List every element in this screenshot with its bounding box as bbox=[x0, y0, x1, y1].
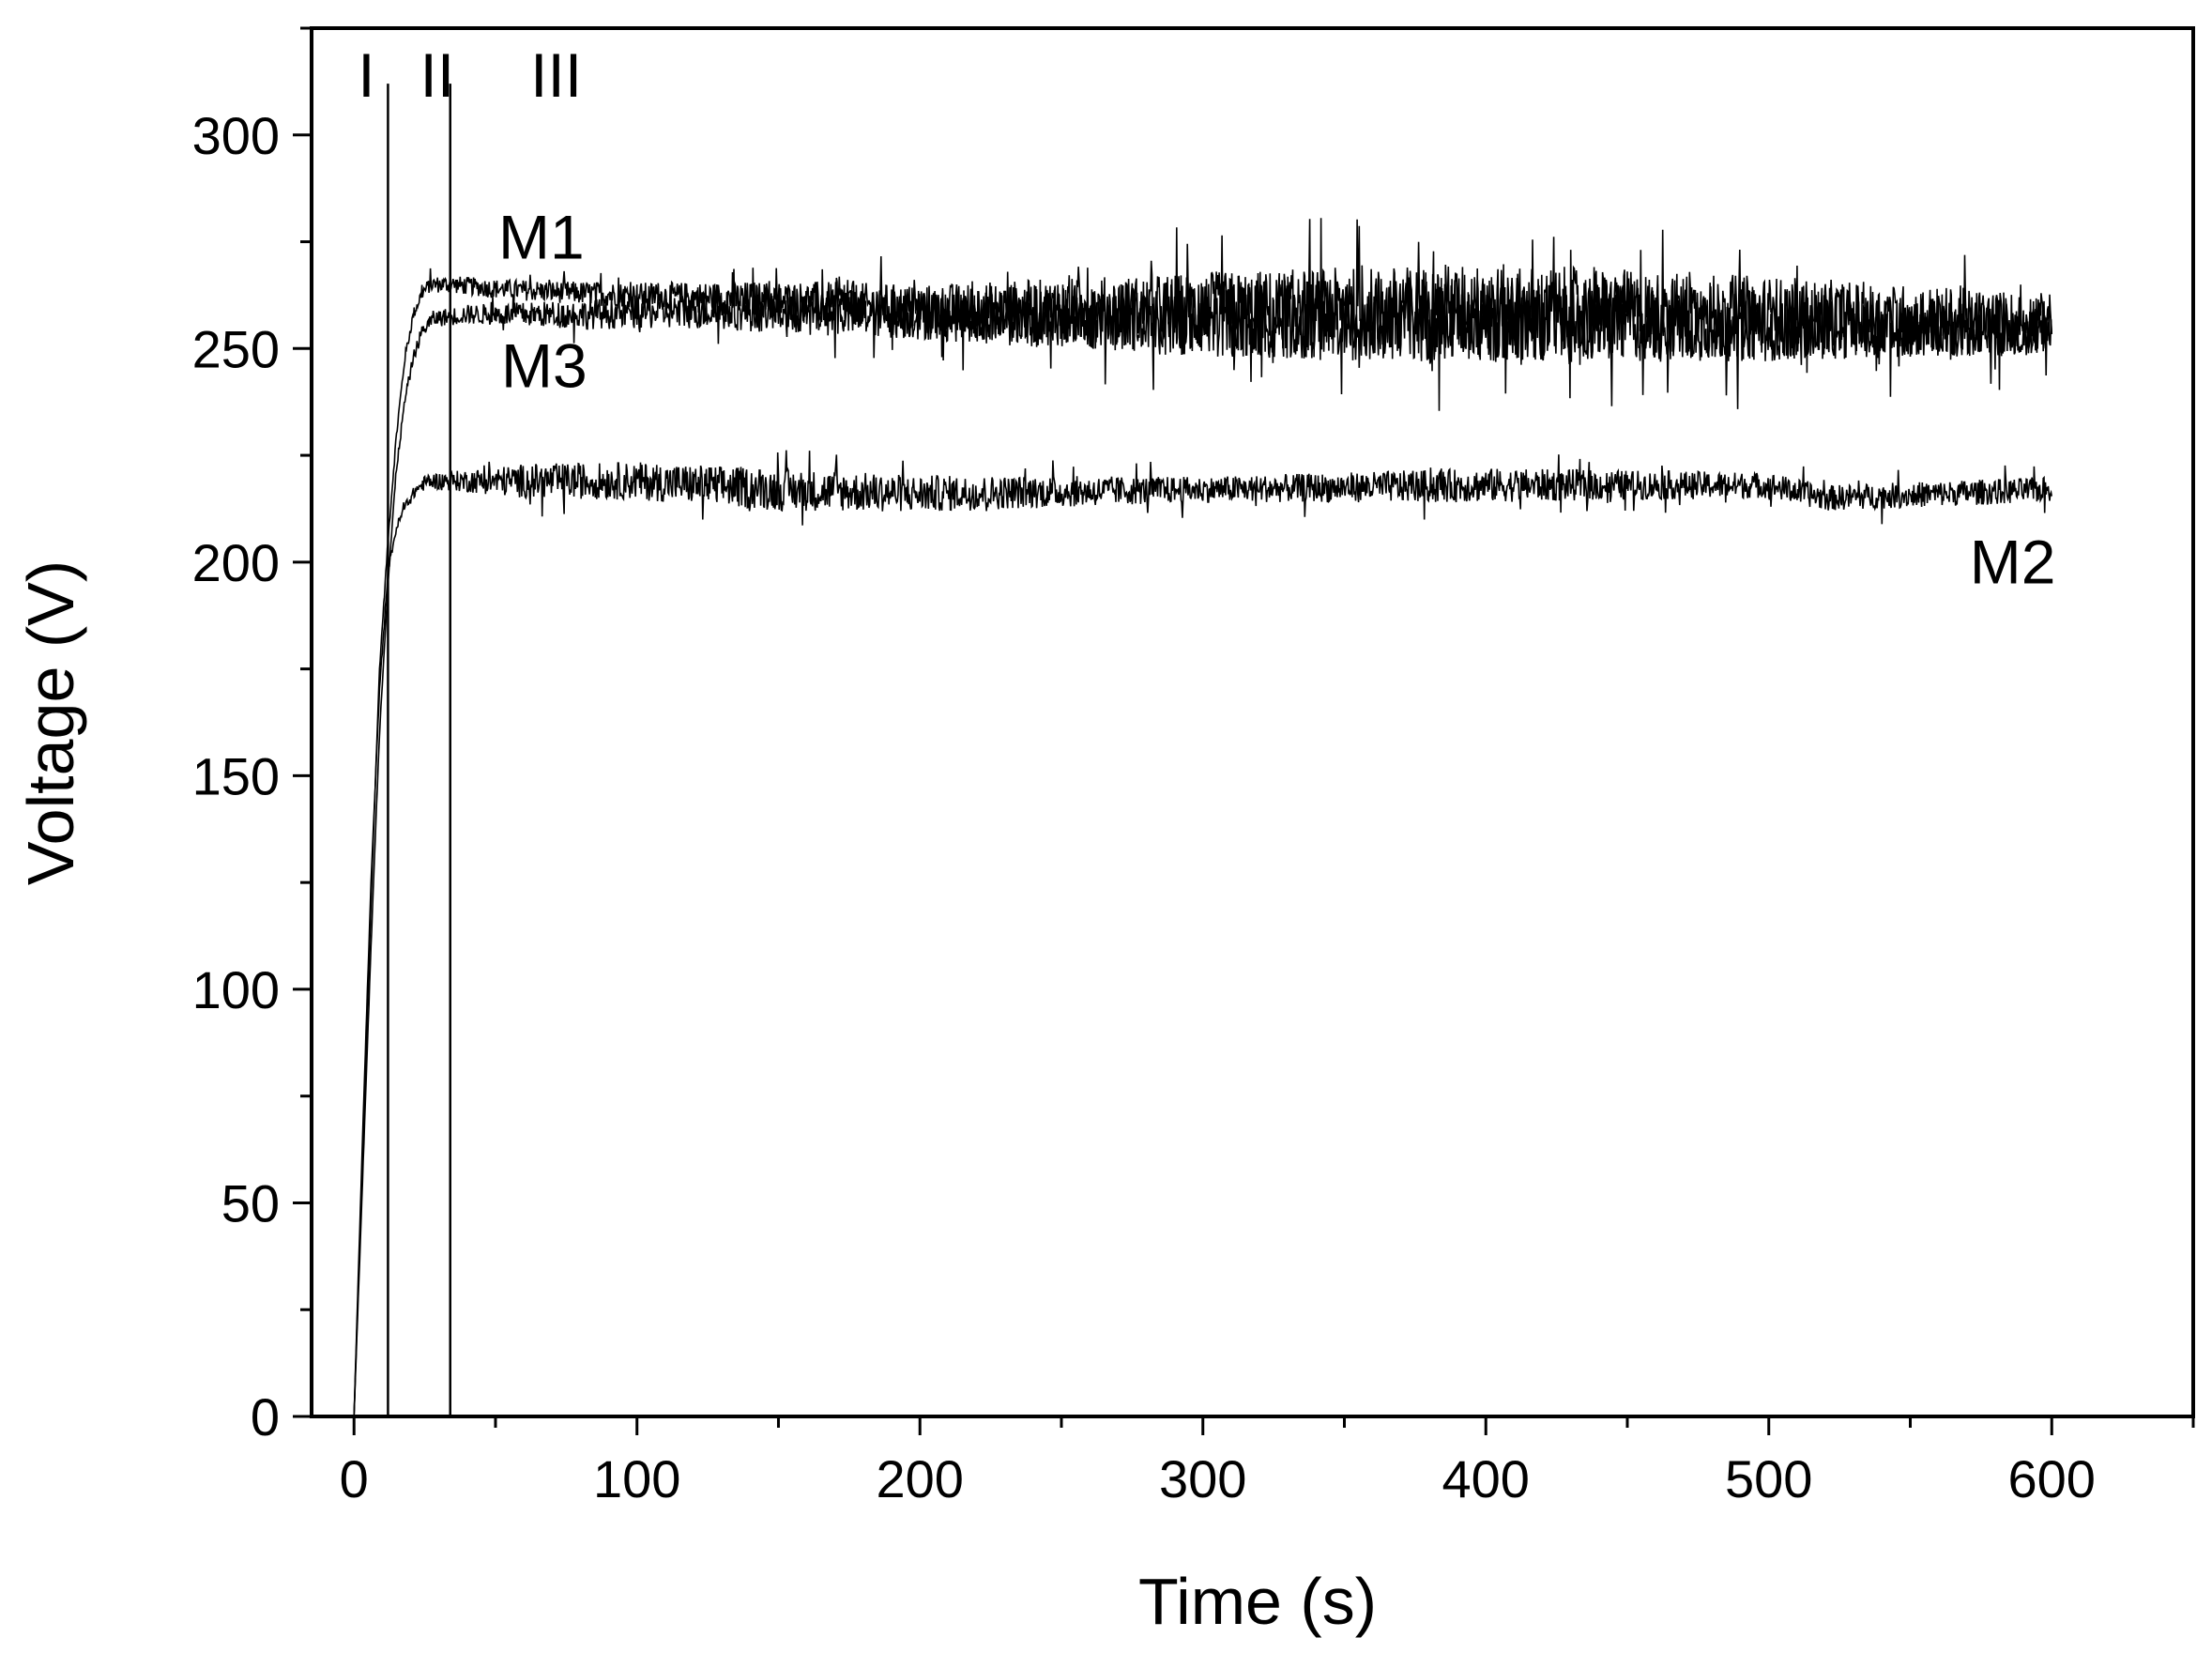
y-tick-label: 300 bbox=[192, 106, 280, 165]
x-tick-label: 500 bbox=[1725, 1449, 1812, 1508]
series-line-m3 bbox=[353, 235, 2052, 1417]
x-tick-label: 100 bbox=[593, 1449, 680, 1508]
plot-frame bbox=[310, 26, 2195, 1418]
y-tick-label: 200 bbox=[192, 533, 280, 592]
axis-ticks bbox=[293, 26, 2195, 1435]
stage-label: II bbox=[420, 40, 455, 110]
x-tick-label: 0 bbox=[340, 1449, 369, 1508]
series-line-m2 bbox=[353, 450, 2052, 1417]
series-label-m2: M2 bbox=[1970, 528, 2056, 597]
y-tick-label: 0 bbox=[251, 1387, 280, 1446]
stage-label: I bbox=[358, 40, 374, 110]
x-tick-label: 400 bbox=[1442, 1449, 1530, 1508]
stage-label: III bbox=[530, 40, 582, 110]
y-tick-label: 150 bbox=[192, 746, 280, 805]
y-tick-label: 100 bbox=[192, 960, 280, 1019]
series-group bbox=[353, 218, 2052, 1417]
stage-markers: I II III bbox=[358, 40, 582, 1416]
x-tick-label: 300 bbox=[1159, 1449, 1246, 1508]
series-label-m1: M1 bbox=[498, 203, 585, 272]
x-tick-label: 200 bbox=[877, 1449, 964, 1508]
x-tick-label: 600 bbox=[2008, 1449, 2096, 1508]
y-tick-label: 250 bbox=[192, 319, 280, 378]
series-line-m1 bbox=[353, 218, 2052, 1417]
y-axis-title: Voltage (V) bbox=[14, 560, 87, 885]
tick-labels: 0 100 200 300 400 500 600 0 50 100 150 200 250 300 bbox=[192, 106, 2096, 1508]
y-tick-label: 50 bbox=[221, 1173, 280, 1232]
x-axis-title: Time (s) bbox=[1138, 1565, 1377, 1638]
series-label-m3: M3 bbox=[501, 330, 587, 400]
series-annotations: M1 M3 M2 bbox=[498, 203, 2056, 597]
